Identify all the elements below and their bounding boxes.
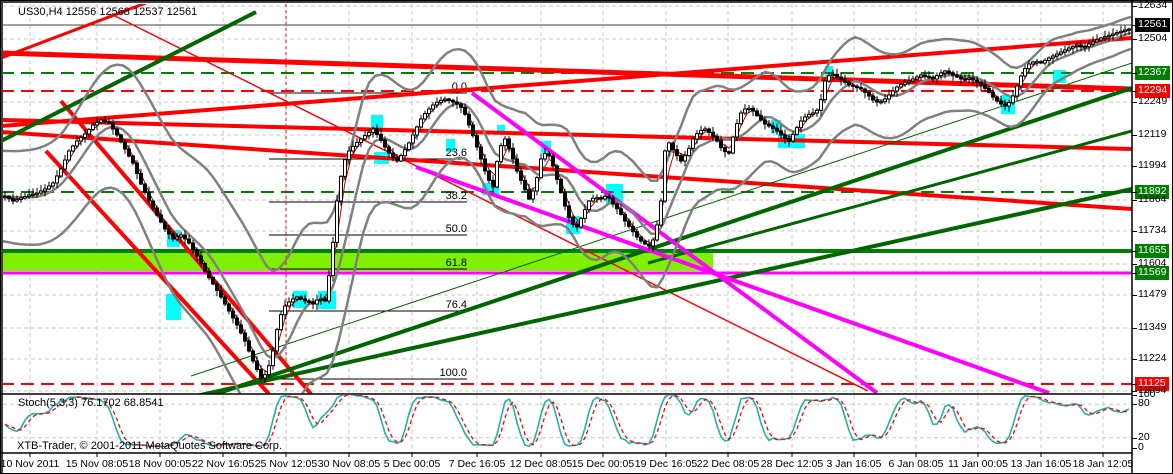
trend-line xyxy=(3,10,257,143)
axis-tick xyxy=(1132,6,1137,7)
price-badge-12367: 12367 xyxy=(1135,66,1171,80)
axis-tick xyxy=(1132,384,1137,385)
price-axis-label: 11994 xyxy=(1138,159,1167,171)
time-axis-label: 10 Nov 2011 xyxy=(0,458,60,470)
trend-line xyxy=(647,129,1132,265)
trend-line xyxy=(44,149,271,394)
price-axis-label: 11224 xyxy=(1138,352,1167,364)
fib-label: 61.8 xyxy=(446,257,467,269)
axis-tick xyxy=(1132,438,1137,439)
axis-tick xyxy=(1132,231,1137,232)
fib-label: 23.6 xyxy=(446,147,467,159)
stochastic-panel xyxy=(4,395,1130,448)
price-axis-label: 11349 xyxy=(1138,321,1167,333)
highlight-box xyxy=(497,125,505,133)
time-axis-label: 30 Nov 08:05 xyxy=(317,458,381,470)
candles xyxy=(3,25,1131,383)
time-axis-label: 25 Nov 12:05 xyxy=(254,458,318,470)
axis-tick xyxy=(1132,200,1137,201)
time-axis-label: 19 Dec 16:05 xyxy=(634,458,698,470)
fib-label: 76.4 xyxy=(446,299,467,311)
axis-tick xyxy=(1132,251,1137,252)
price-badge-11655: 11655 xyxy=(1135,244,1170,258)
axis-tick xyxy=(1132,295,1137,296)
price-axis-label: 20 xyxy=(1138,431,1150,443)
price-axis-label: 12634 xyxy=(1138,0,1168,11)
trend-line xyxy=(59,99,313,394)
price-badge-12294: 12294 xyxy=(1135,84,1171,98)
price-axis-label: 11734 xyxy=(1138,224,1167,236)
bollinger-lower xyxy=(3,47,1132,394)
axis-tick xyxy=(1132,273,1137,274)
time-axis-label: 18 Nov 00:05 xyxy=(128,458,192,470)
fib-label: 38.2 xyxy=(446,190,467,202)
time-axis-label: 15 Dec 00:05 xyxy=(571,458,635,470)
price-axis-label: 0 xyxy=(1138,441,1144,453)
axis-tick xyxy=(1132,404,1137,405)
stoch-main-line xyxy=(4,395,1130,448)
price-axis-label: 100 xyxy=(1138,388,1156,400)
time-axis-label: 18 Jan 12:05 xyxy=(1072,458,1134,470)
axis-tick xyxy=(1132,102,1137,103)
price-axis-label: 11094 xyxy=(1138,384,1167,396)
axis-tick xyxy=(1132,73,1137,74)
axis-tick xyxy=(1132,448,1137,449)
fib-label: 50.0 xyxy=(446,223,467,235)
fib-label: 100.0 xyxy=(439,367,467,379)
time-axis-label: 12 Dec 08:05 xyxy=(509,458,573,470)
price-axis-label: 11479 xyxy=(1138,288,1167,300)
trend-line xyxy=(195,187,1132,394)
price-axis-label: 12119 xyxy=(1138,128,1167,140)
price-badge-11125: 11125 xyxy=(1135,377,1169,391)
highlight-box xyxy=(371,115,383,129)
support-zone xyxy=(3,253,713,271)
axis-tick xyxy=(1132,91,1137,92)
highlight-box xyxy=(446,139,455,152)
trend-line xyxy=(3,118,1132,151)
axis-tick xyxy=(1132,135,1137,136)
trend-line xyxy=(3,4,148,59)
time-axis-label: 22 Dec 08:05 xyxy=(696,458,760,470)
price-badge-11892: 11892 xyxy=(1135,185,1170,199)
axis-tick xyxy=(1132,166,1137,167)
axis-tick xyxy=(1132,391,1137,392)
axis-tick xyxy=(1132,328,1137,329)
time-axis-label: 5 Dec 00:05 xyxy=(383,458,441,470)
trend-line xyxy=(415,165,1050,394)
axis-tick xyxy=(1132,264,1137,265)
axis-tick xyxy=(1132,39,1137,40)
time-axis-label: 6 Jan 08:05 xyxy=(888,458,944,470)
highlight-box xyxy=(771,120,781,133)
time-axis-label: 3 Jan 16:05 xyxy=(826,458,882,470)
axis-tick xyxy=(1132,192,1137,193)
price-axis-label: 12504 xyxy=(1138,32,1168,44)
time-axis-label: 28 Dec 12:05 xyxy=(760,458,824,470)
price-axis-label: 11864 xyxy=(1138,193,1167,205)
axis-tick xyxy=(1132,395,1137,396)
trend-line xyxy=(3,50,1132,92)
trend-line xyxy=(3,36,1132,128)
trend-lines xyxy=(3,4,1132,394)
time-axis-label: 11 Jan 00:05 xyxy=(948,458,1008,470)
price-axis-label: 80 xyxy=(1138,397,1150,409)
time-axis-label: 15 Nov 08:05 xyxy=(65,458,129,470)
time-axis-label: 13 Jan 16:05 xyxy=(1010,458,1072,470)
bollinger-upper xyxy=(3,15,1132,273)
trend-line xyxy=(112,14,869,392)
axis-tick xyxy=(1132,25,1137,26)
time-axis-label: 7 Dec 16:05 xyxy=(448,458,506,470)
trend-line xyxy=(470,91,879,394)
stoch-signal-line xyxy=(4,395,1130,448)
price-badge-12561: 12561 xyxy=(1135,18,1171,32)
axis-tick xyxy=(1132,359,1137,360)
time-axis-label: 22 Nov 16:05 xyxy=(191,458,255,470)
price-badge-11569: 11569 xyxy=(1135,266,1170,280)
trend-line xyxy=(3,130,1132,211)
price-axis-label: 12249 xyxy=(1138,95,1168,107)
